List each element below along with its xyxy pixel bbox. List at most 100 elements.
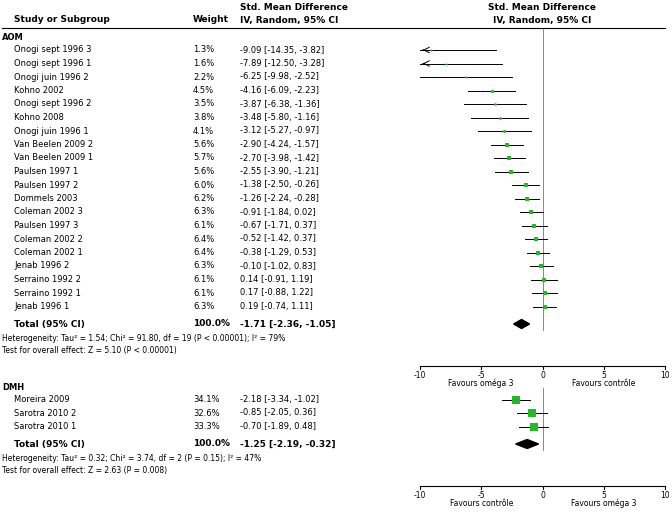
- Text: Onogi sept 1996 3: Onogi sept 1996 3: [14, 46, 91, 55]
- Text: -2.18 [-3.34, -1.02]: -2.18 [-3.34, -1.02]: [240, 395, 319, 404]
- Text: 3.8%: 3.8%: [193, 113, 214, 122]
- Text: DMH: DMH: [2, 383, 24, 392]
- Text: 6.1%: 6.1%: [193, 221, 214, 230]
- Text: 10: 10: [660, 491, 670, 500]
- Text: Van Beelen 2009 2: Van Beelen 2009 2: [14, 140, 93, 149]
- Text: -0.52 [-1.42, 0.37]: -0.52 [-1.42, 0.37]: [240, 235, 316, 244]
- Text: -6.25 [-9.98, -2.52]: -6.25 [-9.98, -2.52]: [240, 73, 319, 82]
- Text: 0.14 [-0.91, 1.19]: 0.14 [-0.91, 1.19]: [240, 275, 312, 284]
- Text: Study or Subgroup: Study or Subgroup: [14, 15, 110, 25]
- Text: -0.70 [-1.89, 0.48]: -0.70 [-1.89, 0.48]: [240, 422, 316, 431]
- Text: 5.7%: 5.7%: [193, 154, 214, 163]
- Text: Paulsen 1997 1: Paulsen 1997 1: [14, 167, 78, 176]
- Text: 32.6%: 32.6%: [193, 409, 220, 418]
- Text: Jenab 1996 1: Jenab 1996 1: [14, 302, 69, 311]
- Polygon shape: [515, 440, 538, 449]
- Text: -3.48 [-5.80, -1.16]: -3.48 [-5.80, -1.16]: [240, 113, 319, 122]
- Text: 0: 0: [540, 491, 545, 500]
- Text: Onogi sept 1996 1: Onogi sept 1996 1: [14, 59, 91, 68]
- Text: 5: 5: [601, 491, 606, 500]
- Text: Weight: Weight: [193, 15, 229, 25]
- Text: Van Beelen 2009 1: Van Beelen 2009 1: [14, 154, 93, 163]
- Text: Serraino 1992 2: Serraino 1992 2: [14, 275, 81, 284]
- Text: 5.6%: 5.6%: [193, 140, 214, 149]
- Text: IV, Random, 95% CI: IV, Random, 95% CI: [493, 15, 591, 25]
- Text: Test for overall effect: Z = 5.10 (P < 0.00001): Test for overall effect: Z = 5.10 (P < 0…: [2, 346, 177, 355]
- Text: 33.3%: 33.3%: [193, 422, 220, 431]
- Text: Total (95% CI): Total (95% CI): [14, 440, 85, 449]
- Text: -2.55 [-3.90, -1.21]: -2.55 [-3.90, -1.21]: [240, 167, 319, 176]
- Text: -2.90 [-4.24, -1.57]: -2.90 [-4.24, -1.57]: [240, 140, 319, 149]
- Text: -7.89 [-12.50, -3.28]: -7.89 [-12.50, -3.28]: [240, 59, 325, 68]
- Text: Heterogeneity: Tau² = 0.32; Chi² = 3.74, df = 2 (P = 0.15); I² = 47%: Heterogeneity: Tau² = 0.32; Chi² = 3.74,…: [2, 454, 261, 463]
- Text: -4.16 [-6.09, -2.23]: -4.16 [-6.09, -2.23]: [240, 86, 319, 95]
- Text: Favours contrôle: Favours contrôle: [572, 379, 636, 388]
- Text: -2.70 [-3.98, -1.42]: -2.70 [-3.98, -1.42]: [240, 154, 319, 163]
- Text: Coleman 2002 2: Coleman 2002 2: [14, 235, 83, 244]
- Text: -1.38 [-2.50, -0.26]: -1.38 [-2.50, -0.26]: [240, 180, 319, 189]
- Text: 2.2%: 2.2%: [193, 73, 214, 82]
- Text: -0.38 [-1.29, 0.53]: -0.38 [-1.29, 0.53]: [240, 248, 316, 257]
- Text: 6.1%: 6.1%: [193, 275, 214, 284]
- Text: 6.4%: 6.4%: [193, 248, 214, 257]
- Text: Coleman 2002 3: Coleman 2002 3: [14, 207, 83, 217]
- Text: Serraino 1992 1: Serraino 1992 1: [14, 288, 81, 298]
- Text: Onogi sept 1996 2: Onogi sept 1996 2: [14, 99, 91, 108]
- Text: -0.10 [-1.02, 0.83]: -0.10 [-1.02, 0.83]: [240, 261, 316, 270]
- Text: 6.3%: 6.3%: [193, 302, 214, 311]
- Text: 6.3%: 6.3%: [193, 261, 214, 270]
- Text: IV, Random, 95% CI: IV, Random, 95% CI: [240, 15, 339, 25]
- Text: 5: 5: [601, 370, 606, 379]
- Text: Coleman 2002 1: Coleman 2002 1: [14, 248, 83, 257]
- Text: -5: -5: [477, 491, 485, 500]
- Text: -3.87 [-6.38, -1.36]: -3.87 [-6.38, -1.36]: [240, 99, 320, 108]
- Text: Onogi juin 1996 1: Onogi juin 1996 1: [14, 126, 89, 136]
- Text: -0.67 [-1.71, 0.37]: -0.67 [-1.71, 0.37]: [240, 221, 317, 230]
- Text: Favours contrôle: Favours contrôle: [450, 499, 513, 508]
- Text: 10: 10: [660, 370, 670, 379]
- Text: 0: 0: [540, 370, 545, 379]
- Text: 6.2%: 6.2%: [193, 194, 214, 203]
- Text: Onogi juin 1996 2: Onogi juin 1996 2: [14, 73, 89, 82]
- Text: 6.3%: 6.3%: [193, 207, 214, 217]
- Text: 6.4%: 6.4%: [193, 235, 214, 244]
- Text: 34.1%: 34.1%: [193, 395, 220, 404]
- Text: 1.3%: 1.3%: [193, 46, 214, 55]
- Text: -9.09 [-14.35, -3.82]: -9.09 [-14.35, -3.82]: [240, 46, 325, 55]
- Text: -10: -10: [414, 491, 426, 500]
- Text: 100.0%: 100.0%: [193, 319, 230, 329]
- Text: Favours oméga 3: Favours oméga 3: [571, 499, 636, 508]
- Text: -3.12 [-5.27, -0.97]: -3.12 [-5.27, -0.97]: [240, 126, 319, 136]
- Text: Test for overall effect: Z = 2.63 (P = 0.008): Test for overall effect: Z = 2.63 (P = 0…: [2, 466, 167, 474]
- Text: 1.6%: 1.6%: [193, 59, 214, 68]
- Text: -0.85 [-2.05, 0.36]: -0.85 [-2.05, 0.36]: [240, 409, 316, 418]
- Text: Total (95% CI): Total (95% CI): [14, 319, 85, 329]
- Text: Sarotra 2010 1: Sarotra 2010 1: [14, 422, 76, 431]
- Text: 100.0%: 100.0%: [193, 440, 230, 449]
- Text: Jenab 1996 2: Jenab 1996 2: [14, 261, 69, 270]
- Polygon shape: [513, 319, 530, 329]
- Text: Kohno 2002: Kohno 2002: [14, 86, 64, 95]
- Text: Paulsen 1997 3: Paulsen 1997 3: [14, 221, 79, 230]
- Text: Sarotra 2010 2: Sarotra 2010 2: [14, 409, 76, 418]
- Text: -1.71 [-2.36, -1.05]: -1.71 [-2.36, -1.05]: [240, 319, 335, 329]
- Text: 6.0%: 6.0%: [193, 180, 214, 189]
- Text: Favours oméga 3: Favours oméga 3: [448, 379, 514, 388]
- Text: AOM: AOM: [2, 34, 24, 43]
- Text: 0.17 [-0.88, 1.22]: 0.17 [-0.88, 1.22]: [240, 288, 313, 298]
- Text: Dommels 2003: Dommels 2003: [14, 194, 78, 203]
- Text: 3.5%: 3.5%: [193, 99, 214, 108]
- Text: 5.6%: 5.6%: [193, 167, 214, 176]
- Text: -10: -10: [414, 370, 426, 379]
- Text: Std. Mean Difference: Std. Mean Difference: [240, 4, 348, 13]
- Text: -1.25 [-2.19, -0.32]: -1.25 [-2.19, -0.32]: [240, 440, 335, 449]
- Text: Std. Mean Difference: Std. Mean Difference: [489, 4, 597, 13]
- Text: -0.91 [-1.84, 0.02]: -0.91 [-1.84, 0.02]: [240, 207, 316, 217]
- Text: Moreira 2009: Moreira 2009: [14, 395, 70, 404]
- Text: 6.1%: 6.1%: [193, 288, 214, 298]
- Text: -1.26 [-2.24, -0.28]: -1.26 [-2.24, -0.28]: [240, 194, 319, 203]
- Text: Paulsen 1997 2: Paulsen 1997 2: [14, 180, 78, 189]
- Text: Kohno 2008: Kohno 2008: [14, 113, 64, 122]
- Text: 4.1%: 4.1%: [193, 126, 214, 136]
- Text: 0.19 [-0.74, 1.11]: 0.19 [-0.74, 1.11]: [240, 302, 312, 311]
